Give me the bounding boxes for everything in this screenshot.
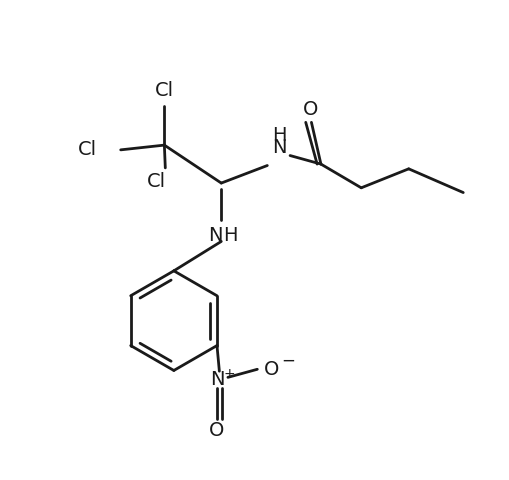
Text: Cl: Cl xyxy=(78,140,97,159)
Text: Cl: Cl xyxy=(155,81,174,100)
Text: +: + xyxy=(224,367,236,381)
Text: O: O xyxy=(209,421,224,440)
Text: H: H xyxy=(223,226,238,245)
Text: N: N xyxy=(272,138,287,157)
Text: N: N xyxy=(208,226,223,245)
Text: H: H xyxy=(272,126,287,145)
Text: −: − xyxy=(281,352,295,370)
Text: N: N xyxy=(210,370,224,389)
Text: O: O xyxy=(303,100,318,119)
Text: Cl: Cl xyxy=(147,172,166,191)
Text: O: O xyxy=(264,360,279,379)
